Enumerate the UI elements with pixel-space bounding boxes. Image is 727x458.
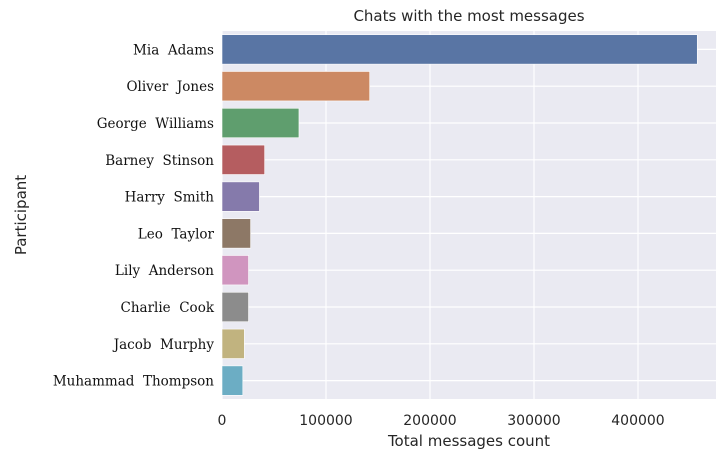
y-axis-label: Participant [12,175,30,255]
x-axis-ticks: 0 100000 200000 300000 400000 [218,413,665,429]
category-label: Muhammad Thompson [53,374,214,390]
category-label: Barney Stinson [105,153,214,169]
category-label: Leo Taylor [138,226,215,242]
x-tick-label: 0 [218,413,227,429]
category-label: Mia Adams [133,42,214,58]
category-label: Jacob Murphy [112,337,215,353]
category-label: Lily Anderson [115,263,214,279]
bar [221,328,245,359]
grid [221,31,716,399]
bar [221,218,251,249]
x-tick-label: 300000 [507,413,560,429]
category-label: Charlie Cook [121,300,215,316]
bar [221,291,249,323]
bar [221,34,698,65]
bars [221,34,698,396]
bar [221,365,244,396]
bar [221,71,370,102]
x-axis-label: Total messages count [387,432,550,450]
bar [221,107,300,139]
bar [221,181,260,212]
x-tick-label: 400000 [611,413,664,429]
bar [221,255,249,286]
x-tick-label: 100000 [299,413,352,429]
bar [221,144,265,175]
category-label: Oliver Jones [126,79,214,95]
y-axis-categories: Mia Adams Oliver Jones George Williams Barn… [53,42,215,389]
category-label: Harry Smith [125,190,215,206]
category-label: George Williams [97,116,214,132]
chart-title: Chats with the most messages [353,7,584,25]
x-tick-label: 200000 [403,413,456,429]
